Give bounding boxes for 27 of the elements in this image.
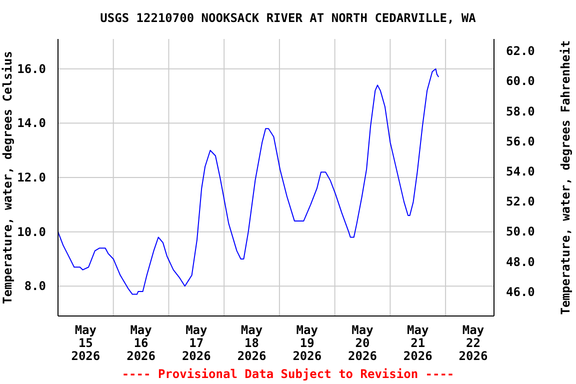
- y-tick-label: 14.0: [17, 116, 46, 130]
- y2-tick-label: 58.0: [506, 104, 535, 118]
- x-tick-label: May 19 2026: [292, 323, 322, 363]
- y2-tick-label: 60.0: [506, 74, 535, 88]
- x-tick-label: May 17 2026: [182, 323, 211, 363]
- y-axis-title: Temperature, water, degrees Celsius: [0, 51, 14, 304]
- y-tick-label: 10.0: [17, 224, 46, 239]
- y2-tick-label: 46.0: [506, 284, 535, 299]
- chart-title: USGS 12210700 NOOKSACK RIVER AT NORTH CEDARVILLE, WA: [99, 11, 477, 25]
- y2-tick-label: 48.0: [506, 254, 535, 269]
- x-tick-label: May 16 2026: [126, 323, 156, 363]
- line-series: [58, 68, 440, 295]
- y2-tick-label: 54.0: [506, 164, 535, 178]
- x-tick-label: May 18 2026: [237, 323, 266, 363]
- y-tick-label: 16.0: [17, 62, 46, 76]
- text: ---- Provisional Data Subject to Revision ----: [120, 367, 456, 381]
- y-tick-label: 8.0: [24, 279, 46, 294]
- y2-tick-label: 56.0: [506, 134, 535, 148]
- y2-tick-label: 50.0: [506, 224, 535, 239]
- y2-tick-label: 52.0: [506, 194, 535, 209]
- x-tick-label: May 20 2026: [348, 323, 377, 363]
- y-tick-label: 12.0: [17, 170, 46, 184]
- y2-tick-label: 62.0: [506, 44, 535, 58]
- x-tick-label: May 22 2026: [458, 323, 488, 363]
- y2-axis-title: Temperature, water, degrees Fahrenheit: [558, 40, 572, 315]
- x-tick-label: May 21 2026: [403, 323, 432, 363]
- x-tick-label: May 15 2026: [71, 323, 100, 363]
